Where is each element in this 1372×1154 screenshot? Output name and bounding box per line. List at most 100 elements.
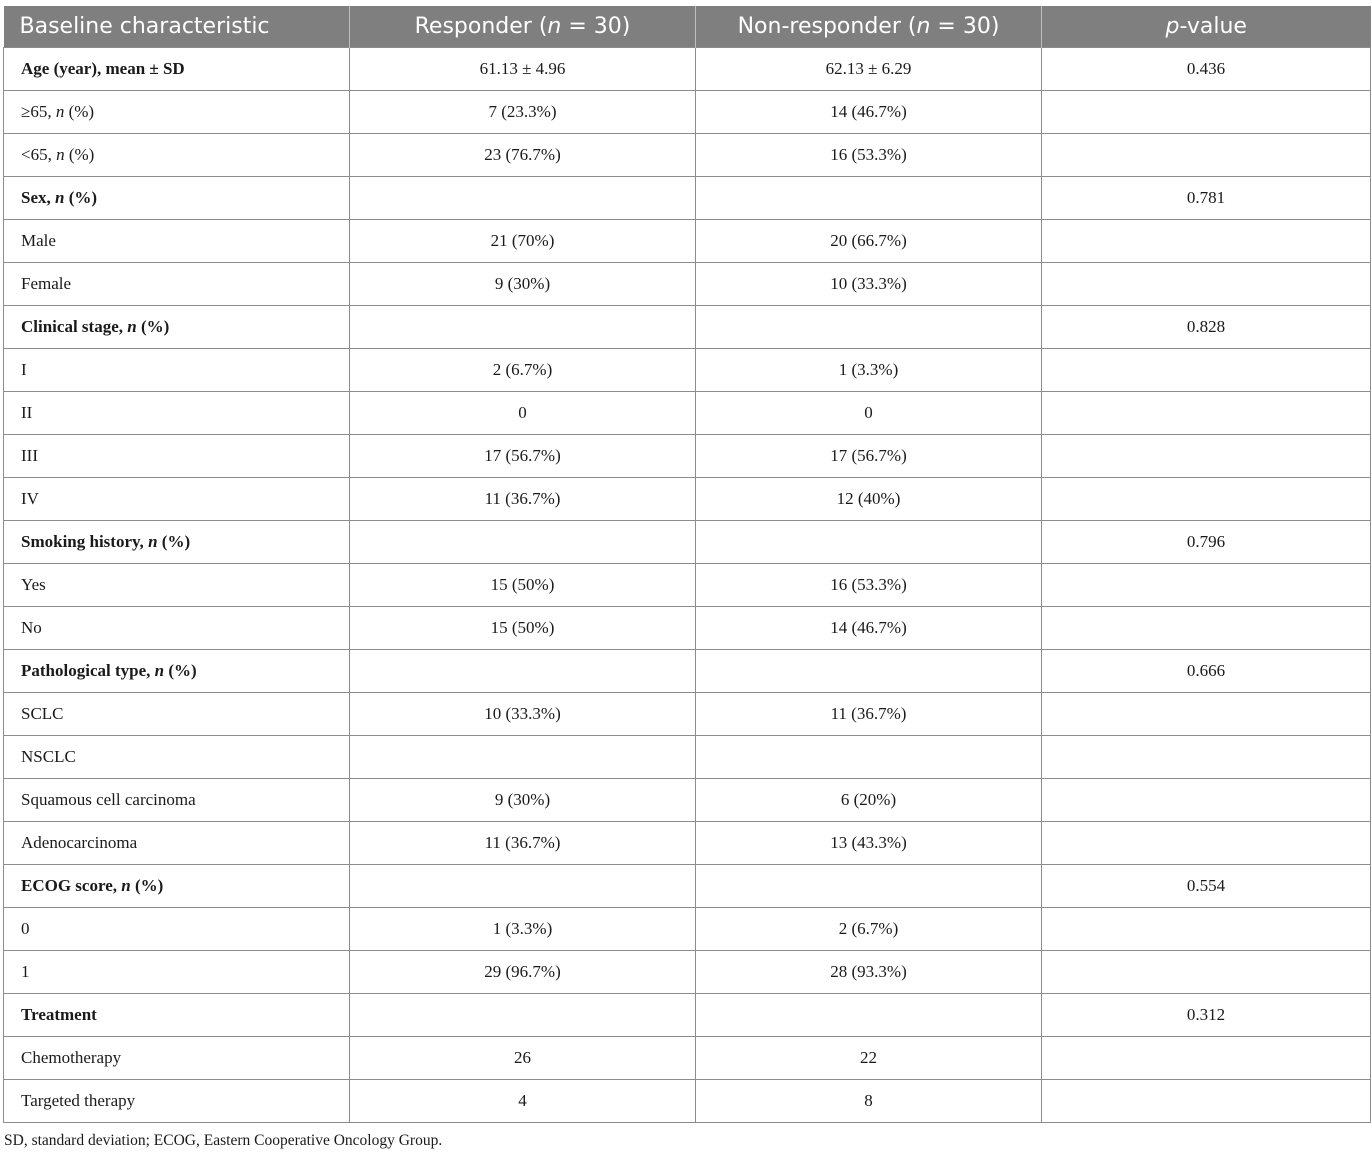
row-label: 0 <box>3 907 350 951</box>
table-row: Squamous cell carcinoma 9 (30%) 6 (20%) <box>3 778 1371 822</box>
row-label: Adenocarcinoma <box>3 821 350 865</box>
table-row: Treatment 0.312 <box>3 993 1371 1037</box>
row-label: Squamous cell carcinoma <box>3 778 350 822</box>
row-label-text: Adenocarcinoma <box>21 833 138 852</box>
header-row: Baseline characteristic Responder (n = 3… <box>3 6 1371 48</box>
row-label: Treatment <box>3 993 350 1037</box>
table-footnote: SD, standard deviation; ECOG, Eastern Co… <box>4 1132 443 1149</box>
responder-cell: 0 <box>349 391 696 435</box>
responder-cell: 21 (70%) <box>349 219 696 263</box>
header-responder-post: = 30) <box>561 14 631 39</box>
header-responder-pre: Responder ( <box>414 14 548 39</box>
non-responder-cell <box>695 735 1042 779</box>
header-p-suffix: -value <box>1179 14 1247 39</box>
row-label-text: Pathological type, <box>21 661 155 680</box>
header-non-responder-n: n <box>916 14 931 39</box>
non-responder-cell <box>695 993 1042 1037</box>
row-label-text: Clinical stage, <box>21 317 128 336</box>
responder-cell <box>349 993 696 1037</box>
p-value-cell <box>1041 133 1371 177</box>
row-label: Female <box>3 262 350 306</box>
non-responder-cell: 12 (40%) <box>695 477 1042 521</box>
p-value-cell <box>1041 90 1371 134</box>
responder-cell <box>349 735 696 779</box>
row-label-suffix: (%) <box>157 532 191 551</box>
row-label-suffix: (%) <box>164 661 197 680</box>
non-responder-cell: 8 <box>695 1079 1042 1123</box>
non-responder-cell: 13 (43.3%) <box>695 821 1042 865</box>
row-label-italic: n <box>55 188 65 207</box>
row-label-text: ECOG score, <box>21 876 122 895</box>
row-label-italic: n <box>121 876 131 895</box>
row-label-text: No <box>21 618 42 637</box>
p-value-cell <box>1041 950 1371 994</box>
header-responder: Responder (n = 30) <box>349 6 696 48</box>
non-responder-cell: 0 <box>695 391 1042 435</box>
table-row: IV 11 (36.7%) 12 (40%) <box>3 477 1371 521</box>
p-value-cell <box>1041 434 1371 478</box>
non-responder-cell <box>695 520 1042 564</box>
row-label-text: <65, <box>21 145 57 164</box>
responder-cell <box>349 520 696 564</box>
header-non-responder-post: = 30) <box>930 14 1000 39</box>
table-row: Pathological type, n (%) 0.666 <box>3 649 1371 693</box>
row-label: II <box>3 391 350 435</box>
row-label-suffix: (%) <box>64 102 95 121</box>
responder-cell: 2 (6.7%) <box>349 348 696 392</box>
row-label-suffix: (%) <box>64 145 95 164</box>
row-label: IV <box>3 477 350 521</box>
non-responder-cell: 2 (6.7%) <box>695 907 1042 951</box>
row-label-text: Male <box>21 231 56 250</box>
row-label: No <box>3 606 350 650</box>
responder-cell: 10 (33.3%) <box>349 692 696 736</box>
table-row: Targeted therapy 4 8 <box>3 1079 1371 1123</box>
row-label-text: Age (year), mean ± SD <box>21 59 185 78</box>
baseline-characteristics-table: Baseline characteristic Responder (n = 3… <box>3 6 1371 1123</box>
header-p-italic: p <box>1165 14 1180 39</box>
responder-cell: 11 (36.7%) <box>349 477 696 521</box>
p-value-cell <box>1041 1036 1371 1080</box>
table-body: Age (year), mean ± SD 61.13 ± 4.96 62.13 ±… <box>3 47 1371 1123</box>
row-label: Male <box>3 219 350 263</box>
p-value-cell: 0.666 <box>1041 649 1371 693</box>
table-row: Sex, n (%) 0.781 <box>3 176 1371 220</box>
row-label-text: II <box>21 403 33 422</box>
table-row: I 2 (6.7%) 1 (3.3%) <box>3 348 1371 392</box>
row-label-text: Sex, <box>21 188 55 207</box>
row-label: I <box>3 348 350 392</box>
header-non-responder: Non-responder (n = 30) <box>695 6 1042 48</box>
p-value-cell <box>1041 262 1371 306</box>
table-row: 1 29 (96.7%) 28 (93.3%) <box>3 950 1371 994</box>
row-label-italic: n <box>154 661 165 680</box>
non-responder-cell: 11 (36.7%) <box>695 692 1042 736</box>
table-container: Baseline characteristic Responder (n = 3… <box>3 6 1371 1123</box>
table-row: 0 1 (3.3%) 2 (6.7%) <box>3 907 1371 951</box>
p-value-cell: 0.312 <box>1041 993 1371 1037</box>
responder-cell: 15 (50%) <box>349 563 696 607</box>
header-responder-n: n <box>547 14 562 39</box>
table-row: NSCLC <box>3 735 1371 779</box>
non-responder-cell: 20 (66.7%) <box>695 219 1042 263</box>
p-value-cell: 0.828 <box>1041 305 1371 349</box>
non-responder-cell: 1 (3.3%) <box>695 348 1042 392</box>
row-label: Smoking history, n (%) <box>3 520 350 564</box>
responder-cell <box>349 305 696 349</box>
non-responder-cell: 14 (46.7%) <box>695 90 1042 134</box>
row-label-suffix: (%) <box>136 317 170 336</box>
responder-cell: 26 <box>349 1036 696 1080</box>
row-label-text: ≥65, <box>21 102 56 121</box>
p-value-cell: 0.436 <box>1041 47 1371 91</box>
non-responder-cell: 22 <box>695 1036 1042 1080</box>
row-label: NSCLC <box>3 735 350 779</box>
responder-cell: 17 (56.7%) <box>349 434 696 478</box>
row-label-text: Squamous cell carcinoma <box>21 790 196 809</box>
non-responder-cell: 17 (56.7%) <box>695 434 1042 478</box>
responder-cell <box>349 649 696 693</box>
row-label: Pathological type, n (%) <box>3 649 350 693</box>
table-row: ≥65, n (%) 7 (23.3%) 14 (46.7%) <box>3 90 1371 134</box>
non-responder-cell <box>695 305 1042 349</box>
table-row: Adenocarcinoma 11 (36.7%) 13 (43.3%) <box>3 821 1371 865</box>
table-row: Age (year), mean ± SD 61.13 ± 4.96 62.13 ±… <box>3 47 1371 91</box>
table-row: Female 9 (30%) 10 (33.3%) <box>3 262 1371 306</box>
row-label-text: IV <box>21 489 39 508</box>
